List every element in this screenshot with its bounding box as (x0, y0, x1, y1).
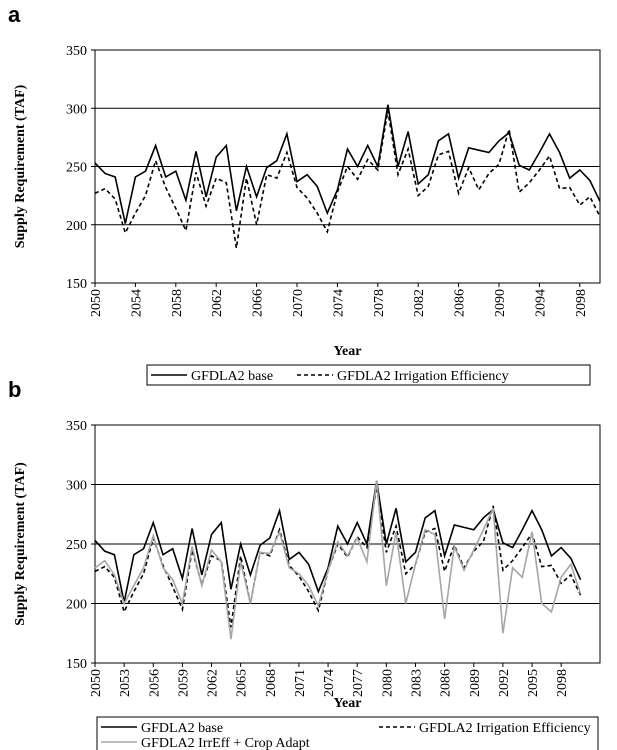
x-axis-label: Year (334, 696, 362, 711)
y-axis-label: Supply Requirement (TAF) (13, 462, 28, 626)
legend-frame (96, 716, 599, 750)
legend: GFDLA2 base GFDLA2 Irrigation Efficiency G… (96, 716, 599, 750)
x-tick-label: 2059 (176, 669, 191, 697)
legend-frame (146, 364, 591, 386)
panel-label: b (8, 377, 21, 402)
y-tick-label: 150 (66, 657, 87, 672)
x-tick-label: 2098 (555, 669, 570, 697)
y-tick-label: 150 (66, 277, 87, 292)
y-tick-label: 300 (66, 479, 87, 494)
legend-label: GFDLA2 Irrigation Efficiency (337, 369, 509, 384)
x-tick-label: 2094 (533, 289, 548, 317)
x-tick-label: 2082 (412, 289, 427, 317)
x-tick-label: 2056 (147, 669, 162, 697)
plot-frame (94, 424, 601, 664)
x-tick-label: 2050 (89, 289, 104, 317)
x-tick-label: 2095 (526, 669, 541, 697)
y-tick-label: 350 (66, 419, 87, 434)
x-tick-label: 2065 (235, 669, 250, 697)
series-line (94, 104, 601, 224)
x-tick-label: 2077 (351, 669, 366, 697)
x-tick-label: 2062 (210, 289, 225, 317)
series-line (94, 110, 601, 249)
y-tick-label: 300 (66, 102, 87, 117)
y-tick-label: 200 (66, 219, 87, 234)
x-tick-label: 2090 (493, 289, 508, 317)
legend-label: GFDLA2 IrrEff + Crop Adapt (141, 736, 310, 750)
x-tick-label: 2070 (291, 289, 306, 317)
series-line (94, 486, 582, 628)
x-tick-label: 2071 (293, 669, 308, 697)
legend-label: GFDLA2 base (141, 721, 223, 736)
x-tick-label: 2062 (206, 669, 221, 697)
legend-label: GFDLA2 base (191, 369, 273, 384)
x-tick-label: 2086 (439, 669, 454, 697)
x-tick-label: 2074 (331, 289, 346, 317)
legend-label: GFDLA2 Irrigation Efficiency (419, 721, 591, 736)
x-tick-label: 2092 (497, 669, 512, 697)
y-axis-label: Supply Requirement (TAF) (13, 84, 28, 248)
y-tick-label: 350 (66, 44, 87, 59)
x-tick-label: 2068 (264, 669, 279, 697)
y-tick-label: 250 (66, 161, 87, 176)
x-tick-label: 2086 (453, 289, 468, 317)
x-tick-label: 2078 (372, 289, 387, 317)
x-tick-label: 2074 (322, 669, 337, 697)
x-tick-label: 2054 (129, 289, 144, 317)
x-tick-label: 2058 (170, 289, 185, 317)
y-tick-label: 250 (66, 538, 87, 553)
x-tick-label: 2050 (89, 669, 104, 697)
x-tick-label: 2066 (251, 289, 266, 317)
x-tick-label: 2053 (118, 669, 133, 697)
series-line (94, 480, 582, 640)
x-axis-label: Year (334, 344, 362, 359)
x-tick-label: 2098 (574, 289, 589, 317)
legend: GFDLA2 base GFDLA2 Irrigation Efficiency (146, 364, 591, 386)
plot-frame (94, 49, 601, 284)
x-tick-label: 2089 (468, 669, 483, 697)
series-line (94, 480, 582, 603)
y-tick-label: 200 (66, 598, 87, 613)
panel-label: a (8, 2, 21, 27)
x-tick-label: 2083 (409, 669, 424, 697)
x-tick-label: 2080 (380, 669, 395, 697)
